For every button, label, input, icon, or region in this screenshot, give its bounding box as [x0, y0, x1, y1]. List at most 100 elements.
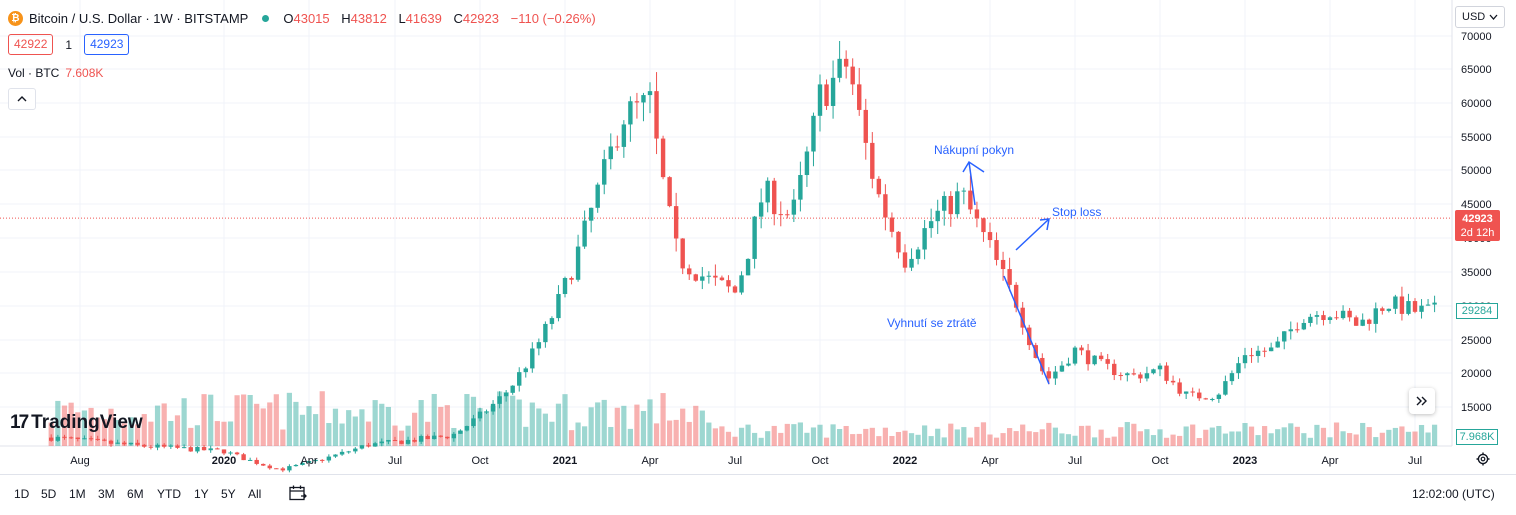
utc-clock[interactable]: 12:02:00 (UTC): [1412, 487, 1495, 501]
candle-body: [1177, 382, 1182, 394]
volume-bar: [1196, 437, 1202, 446]
candle-body: [608, 146, 613, 160]
candle-body: [142, 444, 147, 447]
candle-body: [247, 459, 253, 461]
volume-bar: [529, 402, 535, 446]
candle-body: [195, 446, 200, 452]
candle-body: [122, 442, 127, 445]
volume-bar: [181, 398, 187, 446]
volume-bar: [758, 437, 764, 446]
range-1d-button[interactable]: 1D: [14, 487, 30, 501]
candle-body: [1210, 398, 1215, 400]
volume-bar: [273, 394, 279, 446]
candle-body: [981, 218, 986, 233]
candle-body: [75, 437, 80, 439]
collapse-legend-button[interactable]: [8, 88, 36, 110]
volume-bar: [575, 422, 581, 446]
range-6m-button[interactable]: 6M: [127, 487, 144, 501]
candles: [49, 40, 1437, 473]
candle-body: [425, 436, 430, 440]
candle-body: [293, 464, 299, 467]
go-to-date-button[interactable]: [289, 485, 307, 501]
range-3m-button[interactable]: 3M: [98, 487, 115, 501]
volume-bar: [608, 426, 614, 446]
candle-body: [1164, 365, 1169, 381]
candle-body: [287, 466, 292, 471]
candle-body: [68, 437, 74, 439]
candle-body: [313, 459, 318, 462]
candle-body: [88, 438, 94, 440]
volume-bar: [595, 402, 601, 446]
volume-bar: [1150, 435, 1157, 446]
volume-bar: [699, 410, 705, 446]
volume-bar: [254, 403, 260, 446]
candle-body: [863, 109, 868, 143]
range-1y-button[interactable]: 1Y: [194, 487, 209, 501]
candle-body: [1301, 322, 1307, 330]
candle-body: [228, 452, 233, 454]
volume-bar: [987, 434, 993, 446]
scroll-to-realtime-button[interactable]: [1409, 388, 1435, 414]
currency-select[interactable]: USD: [1455, 6, 1505, 28]
volume-bar: [915, 434, 921, 446]
range-ytd-button[interactable]: YTD: [157, 487, 181, 501]
candle-body: [660, 138, 666, 178]
volume-bar: [804, 432, 810, 446]
time-axis[interactable]: Aug 2020 Apr Jul Oct 2021 Apr Jul Oct 2022 Apr Jul O…: [70, 455, 1422, 467]
candle-body: [1360, 319, 1365, 326]
range-5d-button[interactable]: 5D: [41, 487, 57, 501]
candle-body: [752, 216, 757, 259]
range-5y-button[interactable]: 5Y: [221, 487, 236, 501]
volume-bar: [372, 400, 378, 446]
volume-bar: [745, 424, 751, 446]
gear-icon: [1476, 452, 1490, 466]
candle-body: [1197, 392, 1202, 399]
open-label: O: [283, 10, 294, 26]
volume-bar: [260, 408, 266, 446]
candle-body: [1393, 296, 1398, 309]
chevron-up-icon: [17, 96, 27, 102]
secondary-price-tag: 29284: [1456, 303, 1498, 319]
price-tick-label: 50000: [1461, 165, 1492, 177]
price-chart[interactable]: 1500020000250003000035000400004500050000…: [0, 0, 1516, 474]
time-tick-label: Apr: [300, 455, 317, 467]
volume-bar: [1033, 432, 1039, 446]
volume-bar: [706, 422, 712, 446]
volume-bar: [1366, 427, 1372, 446]
candle-body: [155, 444, 160, 448]
spread-value: 1: [65, 37, 73, 52]
candle-body: [615, 146, 620, 148]
volume-bar: [954, 429, 960, 446]
buy-price-button[interactable]: 42923: [84, 34, 130, 55]
candle-body: [1131, 373, 1137, 375]
chart-settings-button[interactable]: [1476, 452, 1490, 466]
candle-body: [726, 280, 731, 287]
candle-body: [667, 177, 672, 207]
symbol-title[interactable]: Bitcoin / U.S. Dollar · 1W · BITSTAMP: [29, 10, 249, 26]
sell-price-button[interactable]: 42922: [8, 34, 54, 55]
annotation-buy-order[interactable]: Nákupní pokyn: [934, 143, 1015, 157]
volume-bar: [1177, 435, 1183, 446]
volume-bar: [725, 431, 732, 446]
annotation-stop-loss[interactable]: Stop loss: [1052, 205, 1102, 219]
volume-bar: [523, 426, 529, 446]
volume-bar: [738, 427, 745, 446]
volume-bar: [108, 408, 114, 446]
candle-body: [412, 439, 417, 442]
volume-bar: [1347, 433, 1353, 446]
volume-bar: [1275, 429, 1281, 446]
volume-bar: [1085, 425, 1091, 446]
candle-body: [1340, 310, 1346, 319]
annotation-avoid-loss[interactable]: Vyhnutí se ztrátě: [887, 316, 977, 330]
tradingview-logo[interactable]: 17 TradingView: [10, 412, 143, 434]
volume-bar: [1327, 437, 1333, 446]
candle-body: [254, 459, 259, 464]
range-all-button[interactable]: All: [248, 487, 262, 501]
candle-body: [582, 220, 587, 247]
candle-body: [1236, 363, 1241, 374]
volume-bar: [686, 421, 692, 446]
range-1m-button[interactable]: 1M: [69, 487, 86, 501]
low-label: L: [398, 10, 406, 26]
volume-bar: [516, 399, 522, 446]
candle-body: [1157, 365, 1163, 370]
